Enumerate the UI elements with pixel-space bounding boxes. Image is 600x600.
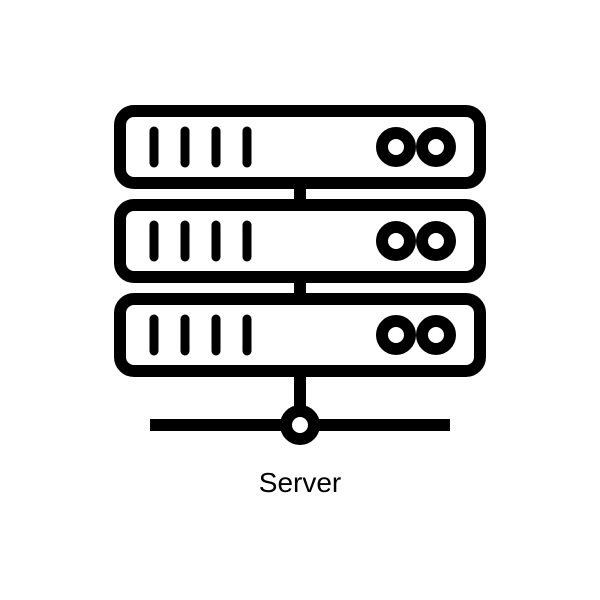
icon-card: Server	[0, 0, 600, 600]
icon-wrap: Server	[110, 101, 490, 499]
icon-label: Server	[259, 467, 341, 499]
server-icon	[110, 101, 490, 449]
